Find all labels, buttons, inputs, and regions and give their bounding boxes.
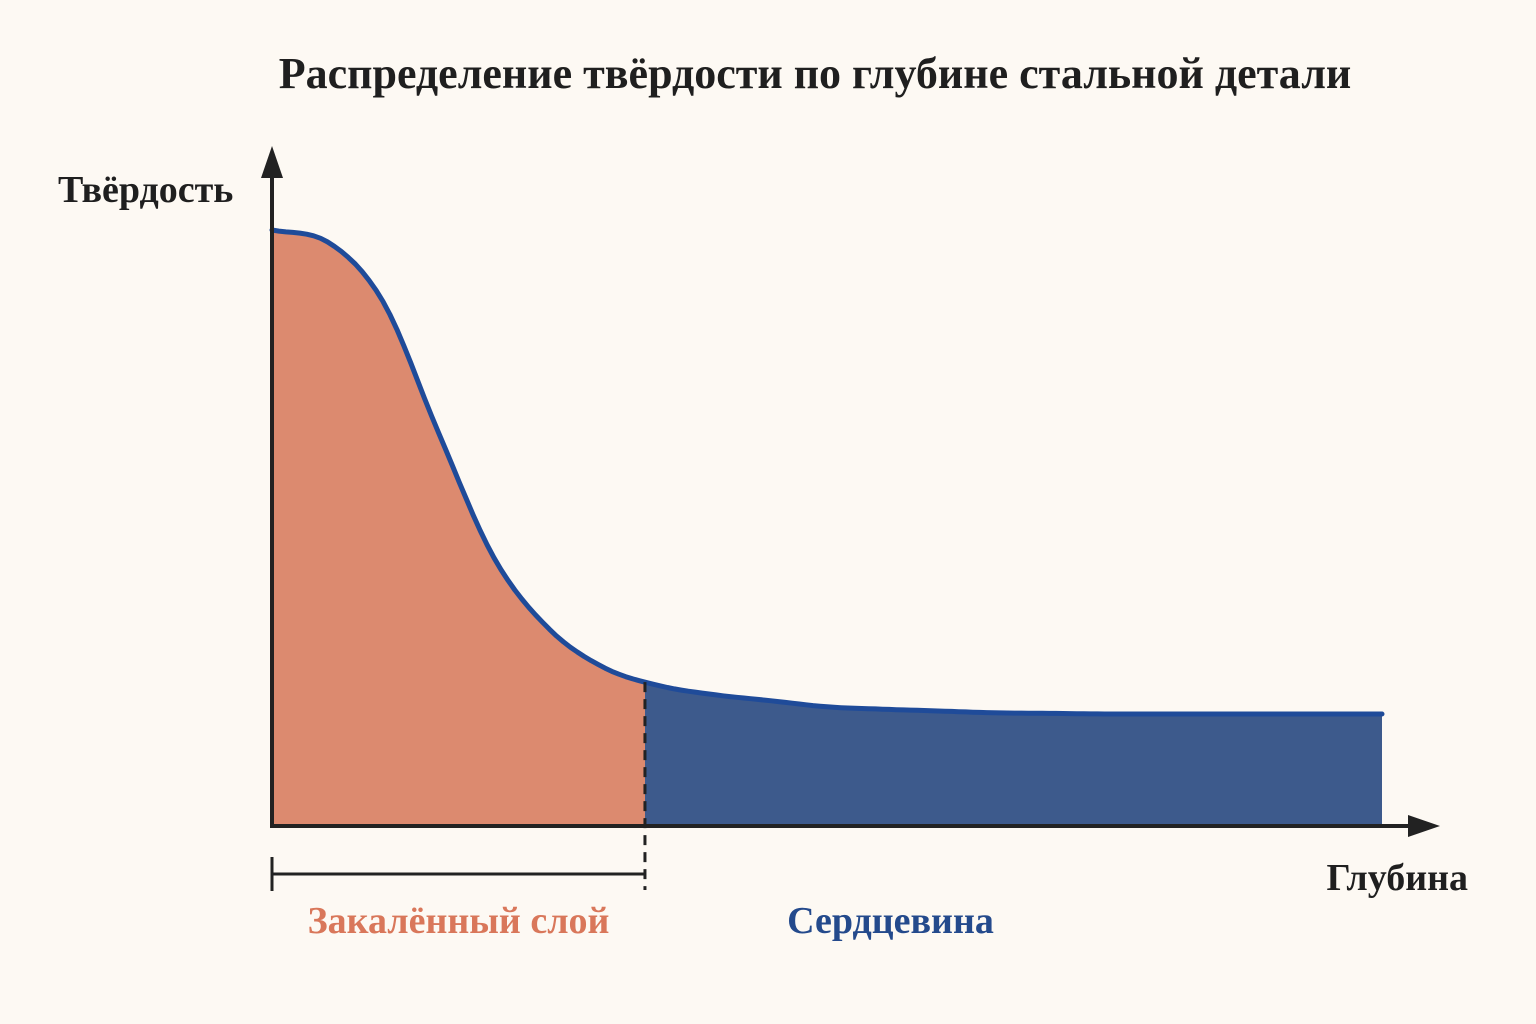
- region-labels-group: Закалённый слой Сердцевина: [308, 900, 994, 942]
- areas-group: [272, 230, 1382, 826]
- region-label-1: Закалённый слой: [308, 900, 610, 942]
- region-area-2: [645, 682, 1382, 826]
- y-axis-arrow: [261, 146, 283, 178]
- y-axis-label: Твёрдость: [58, 169, 233, 211]
- region-label-2: Сердцевина: [787, 900, 994, 942]
- chart-title: Распределение твёрдости по глубине сталь…: [279, 49, 1351, 98]
- x-axis-arrow: [1408, 815, 1440, 837]
- x-axis-label: Глубина: [1327, 857, 1469, 899]
- region-area-1: [272, 230, 645, 826]
